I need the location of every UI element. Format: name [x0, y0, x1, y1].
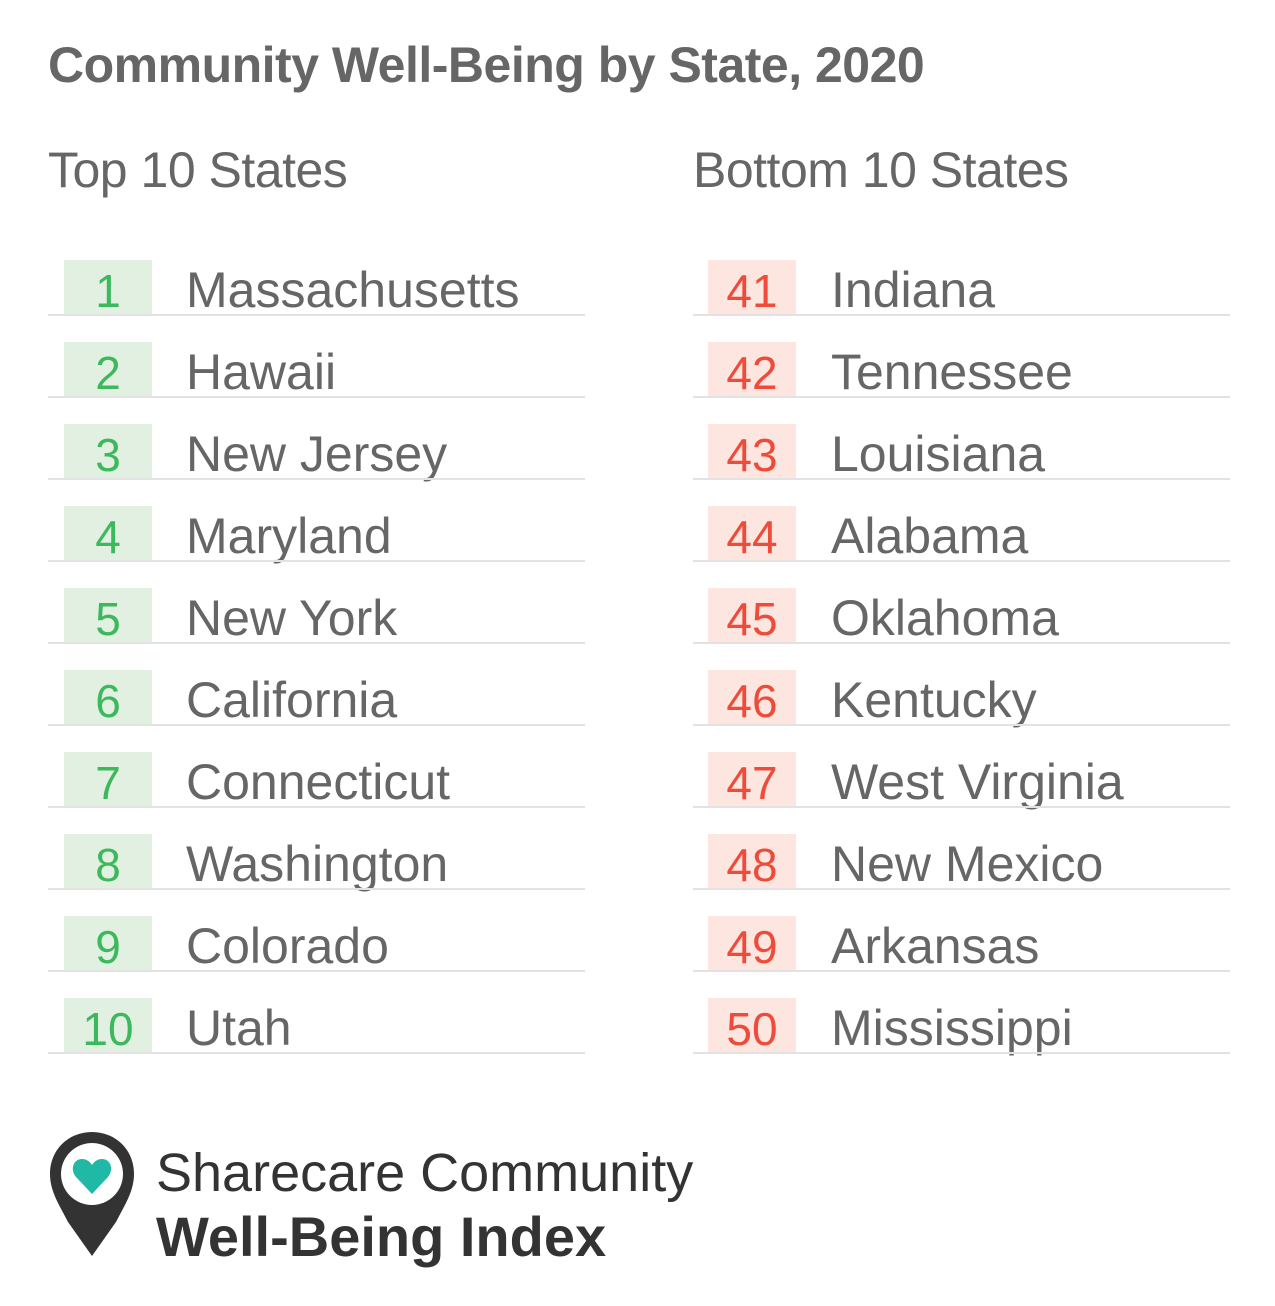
- row-divider: [48, 888, 585, 890]
- table-row: 48 New Mexico: [693, 834, 1230, 916]
- row-divider: [693, 478, 1230, 480]
- rank-badge: 43: [708, 424, 796, 481]
- row-divider: [48, 560, 585, 562]
- page-title: Community Well-Being by State, 2020: [48, 37, 925, 93]
- row-divider: [693, 888, 1230, 890]
- logo-line-1: Sharecare Community: [156, 1143, 694, 1203]
- table-row: 2 Hawaii: [48, 342, 585, 424]
- row-divider: [48, 314, 585, 316]
- table-row: 1 Massachusetts: [48, 260, 585, 342]
- state-name: Kentucky: [831, 672, 1037, 728]
- rank-badge: 1: [64, 260, 152, 317]
- row-divider: [693, 314, 1230, 316]
- sharecare-logo: Sharecare Community Well-Being Index: [48, 1128, 748, 1268]
- state-name: Utah: [186, 1000, 292, 1056]
- row-divider: [48, 642, 585, 644]
- row-divider: [48, 396, 585, 398]
- rank-badge: 48: [708, 834, 796, 891]
- state-name: Oklahoma: [831, 590, 1059, 646]
- table-row: 45 Oklahoma: [693, 588, 1230, 670]
- row-divider: [693, 642, 1230, 644]
- table-row: 44 Alabama: [693, 506, 1230, 588]
- row-divider: [48, 478, 585, 480]
- rank-badge: 49: [708, 916, 796, 973]
- row-divider: [48, 806, 585, 808]
- state-name: New Mexico: [831, 836, 1104, 892]
- state-name: Indiana: [831, 262, 996, 318]
- table-row: 46 Kentucky: [693, 670, 1230, 752]
- rank-badge: 8: [64, 834, 152, 891]
- row-divider: [693, 560, 1230, 562]
- row-divider: [693, 1052, 1230, 1054]
- rank-badge: 46: [708, 670, 796, 727]
- table-row: 9 Colorado: [48, 916, 585, 998]
- state-name: Maryland: [186, 508, 392, 564]
- table-row: 43 Louisiana: [693, 424, 1230, 506]
- state-name: Colorado: [186, 918, 389, 974]
- rank-badge: 42: [708, 342, 796, 399]
- state-name: West Virginia: [831, 754, 1124, 810]
- rank-badge: 47: [708, 752, 796, 809]
- rank-badge: 50: [708, 998, 796, 1055]
- state-name: Tennessee: [831, 344, 1073, 400]
- logo-line-2: Well-Being Index: [156, 1205, 607, 1268]
- rank-badge: 41: [708, 260, 796, 317]
- top-10-column: Top 10 States 1 Massachusetts 2 Hawaii 3 Ne…: [48, 140, 585, 1080]
- row-divider: [48, 1052, 585, 1054]
- row-divider: [693, 970, 1230, 972]
- table-row: 4 Maryland: [48, 506, 585, 588]
- state-name: California: [186, 672, 398, 728]
- row-divider: [693, 806, 1230, 808]
- row-divider: [693, 724, 1230, 726]
- state-name: Massachusetts: [186, 262, 520, 318]
- row-divider: [693, 396, 1230, 398]
- rank-badge: 10: [64, 998, 152, 1055]
- rank-badge: 3: [64, 424, 152, 481]
- state-name: New Jersey: [186, 426, 448, 482]
- table-row: 42 Tennessee: [693, 342, 1230, 424]
- rank-badge: 5: [64, 588, 152, 645]
- table-row: 41 Indiana: [693, 260, 1230, 342]
- state-name: New York: [186, 590, 398, 646]
- table-row: 50 Mississippi: [693, 998, 1230, 1080]
- rank-badge: 2: [64, 342, 152, 399]
- state-name: Mississippi: [831, 1000, 1073, 1056]
- rank-badge: 7: [64, 752, 152, 809]
- state-name: Hawaii: [186, 344, 337, 400]
- table-row: 8 Washington: [48, 834, 585, 916]
- top-10-heading: Top 10 States: [48, 142, 348, 198]
- table-row: 3 New Jersey: [48, 424, 585, 506]
- state-name: Louisiana: [831, 426, 1046, 482]
- state-name: Alabama: [831, 508, 1029, 564]
- state-name: Washington: [186, 836, 449, 892]
- bottom-10-heading: Bottom 10 States: [693, 142, 1069, 198]
- row-divider: [48, 724, 585, 726]
- rank-badge: 45: [708, 588, 796, 645]
- rank-badge: 44: [708, 506, 796, 563]
- state-name: Arkansas: [831, 918, 1040, 974]
- bottom-10-column: Bottom 10 States 41 Indiana 42 Tennessee 4…: [693, 140, 1230, 1080]
- map-pin-heart-icon: [50, 1132, 134, 1256]
- rank-badge: 9: [64, 916, 152, 973]
- table-row: 10 Utah: [48, 998, 585, 1080]
- row-divider: [48, 970, 585, 972]
- table-row: 47 West Virginia: [693, 752, 1230, 834]
- state-name: Connecticut: [186, 754, 451, 810]
- table-row: 5 New York: [48, 588, 585, 670]
- rank-badge: 6: [64, 670, 152, 727]
- table-row: 49 Arkansas: [693, 916, 1230, 998]
- table-row: 6 California: [48, 670, 585, 752]
- table-row: 7 Connecticut: [48, 752, 585, 834]
- rank-badge: 4: [64, 506, 152, 563]
